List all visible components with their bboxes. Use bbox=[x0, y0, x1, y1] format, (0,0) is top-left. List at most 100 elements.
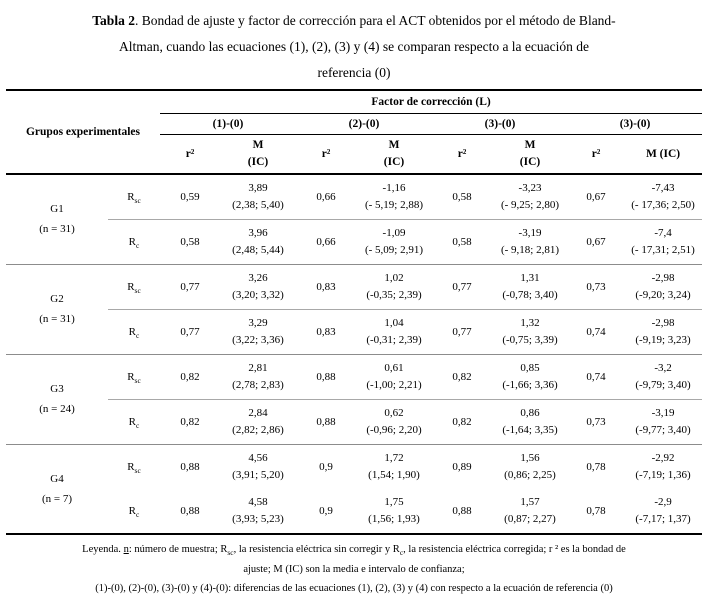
r2-cell: 0,67 bbox=[568, 218, 624, 264]
table-row: Rc 0,77 3,29 (3,22; 3,36) 0,83 1,04 (-0,31… bbox=[6, 308, 703, 354]
m-ic-cell: 0,62 (-0,96; 2,20) bbox=[356, 398, 432, 444]
r2-header: r² bbox=[296, 134, 356, 175]
m-ic-cell: 1,75 (1,56; 1,93) bbox=[368, 496, 420, 525]
m-ic-header: M (IC) bbox=[356, 134, 432, 175]
r2-cell: 0,67 bbox=[586, 190, 606, 203]
table-row: G3 (n = 24) Rsc 0,82 2,81 (2,78; 2,83) 0,8… bbox=[6, 353, 703, 444]
group-label-g4: G4 (n = 7) bbox=[6, 443, 108, 534]
m-ic-cell: 3,29 (3,22; 3,36) bbox=[220, 308, 296, 354]
m-ic-cell: -2,92 (-7,19; 1,36) bbox=[624, 443, 703, 489]
m-ic-cell: -3,2 (-9,79; 3,40) bbox=[624, 353, 703, 399]
r2-cell: 0,77 bbox=[432, 308, 492, 354]
m-ic-cell: -2,98 (-9,19; 3,23) bbox=[624, 308, 703, 354]
m-ic-cell: 1,02 (-0,35; 2,39) bbox=[356, 263, 432, 309]
m-ic-cell: -2,9 (-7,17; 1,37) bbox=[635, 496, 691, 525]
table-number: Tabla 2 bbox=[92, 13, 135, 28]
legend-line-2: ajuste; M (IC) son la media e intervalo … bbox=[243, 563, 465, 575]
comparison-header-4: (3)-(0) bbox=[568, 113, 703, 135]
r2-cell: 0,77 bbox=[160, 263, 220, 309]
header-row-3: r² M (IC) r² M (IC) r² M (IC) r² M (IC) bbox=[6, 134, 703, 175]
r2-cell: 0,88 bbox=[296, 353, 356, 399]
table-row: Rc 0,88 4,58 (3,93; 5,23) 0,9 1,75 (1,56; … bbox=[6, 489, 702, 534]
correction-factor-header: Factor de corrección (L) bbox=[160, 90, 703, 114]
r2-header: r² bbox=[568, 134, 624, 175]
r2-cell: 0,73 bbox=[568, 263, 624, 309]
legend-line-1: Leyenda. n: número de muestra; Rsc, la r… bbox=[82, 544, 626, 558]
table-row: G2 (n = 31) Rsc 0,77 3,26 (3,20; 3,32) 0,8… bbox=[6, 263, 703, 354]
m-ic-cell: 2,84 (2,82; 2,86) bbox=[220, 398, 296, 444]
table-row: Rc 0,58 3,96 (2,48; 5,44) 0,66 -1,09 (- 5,… bbox=[6, 218, 703, 264]
row-label: Rc bbox=[128, 505, 140, 520]
m-ic-cell: 4,56 (3,91; 5,20) bbox=[220, 443, 296, 489]
row-label: Rsc bbox=[108, 263, 160, 309]
r2-cell: 0,9 bbox=[296, 443, 356, 489]
group-label-g1: G1 (n = 31) bbox=[39, 203, 75, 236]
m-ic-cell: 3,89 (2,38; 5,40) bbox=[232, 181, 284, 211]
r2-cell: 0,78 bbox=[586, 505, 606, 517]
header-row-1: Grupos experimentales Factor de correcci… bbox=[6, 90, 703, 175]
table-row: G4 (n = 7) Rsc 0,88 4,56 (3,91; 5,20) 0,9 … bbox=[6, 443, 703, 534]
r2-cell: 0,73 bbox=[568, 398, 624, 444]
r2-header: r² bbox=[432, 134, 492, 175]
r2-cell: 0,9 bbox=[319, 505, 333, 517]
legend-n: n bbox=[123, 544, 129, 555]
m-ic-cell: 1,31 (-0,78; 3,40) bbox=[492, 263, 568, 309]
r2-cell: 0,82 bbox=[432, 353, 492, 399]
table-legend: Leyenda. n: número de muestra; Rsc, la r… bbox=[0, 540, 708, 597]
m-ic-cell: -1,16 (- 5,19; 2,88) bbox=[364, 181, 424, 211]
r2-cell: 0,82 bbox=[432, 398, 492, 444]
m-ic-cell: 3,96 (2,48; 5,44) bbox=[220, 218, 296, 264]
m-ic-cell: 1,32 (-0,75; 3,39) bbox=[492, 308, 568, 354]
r2-cell: 0,88 bbox=[180, 505, 200, 517]
m-ic-cell: 1,57 (0,87; 2,27) bbox=[504, 496, 556, 525]
m-ic-cell: 0,85 (-1,66; 3,36) bbox=[492, 353, 568, 399]
m-ic-cell: -7,4 (- 17,31; 2,51) bbox=[624, 218, 703, 264]
r2-cell: 0,78 bbox=[568, 443, 624, 489]
caption-line-2: Altman, cuando las ecuaciones (1), (2), … bbox=[118, 39, 590, 54]
r2-header: r² bbox=[160, 134, 220, 175]
comparison-header-1: (1)-(0) bbox=[160, 113, 296, 135]
m-ic-cell: 1,72 (1,54; 1,90) bbox=[356, 443, 432, 489]
r2-cell: 0,88 bbox=[452, 505, 472, 517]
caption-line-3: referencia (0) bbox=[317, 65, 391, 80]
table-row: G1 (n = 31) Rsc 0,59 3,89 (2,38; 5,40) 0,6… bbox=[6, 174, 702, 236]
row-label: Rsc bbox=[108, 353, 160, 399]
m-ic-header: M (IC) bbox=[624, 134, 703, 175]
r2-cell: 0,83 bbox=[296, 308, 356, 354]
r2-cell: 0,82 bbox=[160, 353, 220, 399]
results-table: Grupos experimentales Factor de correcci… bbox=[6, 89, 703, 535]
m-ic-cell: -3,19 (- 9,18; 2,81) bbox=[492, 218, 568, 264]
row-label: Rsc bbox=[108, 443, 160, 489]
r2-cell: 0,88 bbox=[160, 443, 220, 489]
r2-cell: 0,89 bbox=[432, 443, 492, 489]
r2-cell: 0,66 bbox=[316, 190, 336, 203]
m-ic-cell: -2,98 (-9,20; 3,24) bbox=[624, 263, 703, 309]
r2-cell: 0,74 bbox=[568, 308, 624, 354]
group-label-g2: G2 (n = 31) bbox=[6, 263, 108, 354]
comparison-header-2: (2)-(0) bbox=[296, 113, 432, 135]
r2-cell: 0,58 bbox=[452, 190, 472, 203]
m-ic-cell: -7,43 (- 17,36; 2,50) bbox=[631, 181, 695, 211]
header-row-2: (1)-(0) (2)-(0) (3)-(0) (3)-(0) bbox=[6, 113, 703, 135]
m-ic-cell: 3,26 (3,20; 3,32) bbox=[220, 263, 296, 309]
m-ic-cell: -3,23 (- 9,25; 2,80) bbox=[500, 181, 560, 211]
m-ic-cell: 2,81 (2,78; 2,83) bbox=[220, 353, 296, 399]
r2-cell: 0,58 bbox=[160, 218, 220, 264]
m-ic-cell: 0,86 (-1,64; 3,35) bbox=[492, 398, 568, 444]
r2-cell: 0,66 bbox=[296, 218, 356, 264]
m-ic-cell: 1,04 (-0,31; 2,39) bbox=[356, 308, 432, 354]
group-label-g3: G3 (n = 24) bbox=[6, 353, 108, 444]
r2-cell: 0,74 bbox=[568, 353, 624, 399]
r2-cell: 0,77 bbox=[432, 263, 492, 309]
row-label: Rc bbox=[108, 398, 160, 444]
m-ic-header: M (IC) bbox=[220, 134, 296, 175]
r2-cell: 0,77 bbox=[160, 308, 220, 354]
m-ic-cell: -3,19 (-9,77; 3,40) bbox=[624, 398, 703, 444]
m-ic-header: M (IC) bbox=[492, 134, 568, 175]
r2-cell: 0,82 bbox=[160, 398, 220, 444]
m-ic-cell: 4,58 (3,93; 5,23) bbox=[232, 496, 284, 525]
table-caption: Tabla 2. Bondad de ajuste y factor de co… bbox=[0, 0, 708, 86]
table-row: Rc 0,82 2,84 (2,82; 2,86) 0,88 0,62 (-0,96… bbox=[6, 398, 703, 444]
r2-cell: 0,59 bbox=[180, 190, 200, 203]
